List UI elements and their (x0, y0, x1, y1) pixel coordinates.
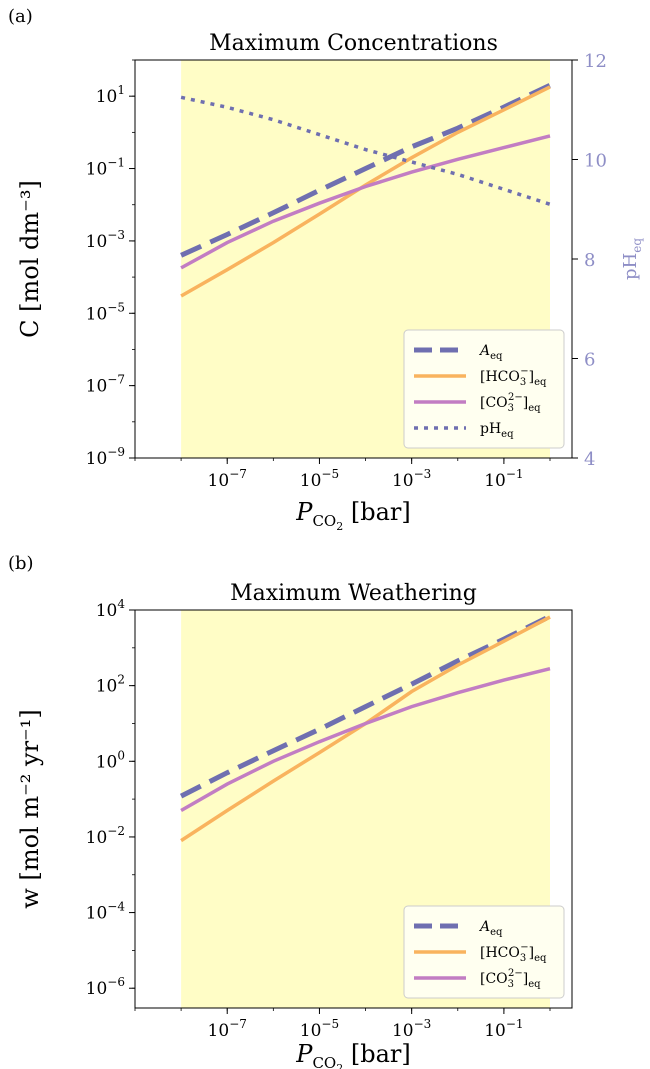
y-tick-label: 10−4 (86, 900, 126, 924)
y-tick-label: 101 (96, 83, 125, 107)
y-tick-label: 10−7 (86, 373, 125, 397)
y-tick-label: 10−5 (86, 300, 125, 324)
series-line-2 (180, 667, 551, 813)
y-right-tick-label: 10 (584, 151, 607, 172)
chart-title: Maximum Weathering (230, 581, 477, 606)
y-tick-label: 10−2 (86, 824, 125, 848)
legend-label: [HCO3−]eq (480, 942, 547, 964)
y-tick-label: 10−3 (86, 228, 125, 252)
y-tick-label: 10−9 (86, 445, 125, 469)
x-tick-label: 10−7 (208, 1017, 247, 1041)
y-axis-label: w [mol m⁻² yr⁻¹] (16, 709, 44, 908)
x-tick-label: 10−3 (392, 467, 431, 491)
x-tick-label: 10−3 (392, 1017, 431, 1041)
y-right-axis-label: pHeq (620, 238, 644, 280)
legend: Aeq [HCO3−]eq [CO32−]eq pHeq (403, 329, 565, 449)
legend-label: pHeq (480, 421, 514, 440)
series-line-0 (180, 83, 552, 258)
x-tick-label: 10−5 (300, 467, 339, 491)
panel-label: (b) (8, 553, 34, 574)
y-right-tick-label: 6 (584, 350, 595, 371)
legend-label: [CO32−]eq (480, 392, 541, 414)
y-tick-label: 10−1 (86, 156, 125, 180)
x-tick-label: 10−5 (300, 1017, 339, 1041)
legend-label: Aeq (478, 343, 503, 362)
legend-label: Aeq (478, 919, 503, 938)
legend-label: [CO32−]eq (480, 968, 541, 990)
legend-box (403, 905, 565, 999)
chart-panel-a: (a) Maximum Concentrations 10−7 10−5 10−3 10−… (8, 6, 644, 533)
y-tick-label: 104 (96, 597, 126, 621)
panel-label: (a) (8, 6, 33, 27)
y-tick-label: 102 (96, 673, 125, 697)
y-right-tick-label: 8 (584, 250, 595, 271)
chart-panel-b: (b) Maximum Weathering 10−7 10−5 10−3 10−1 10−… (8, 553, 573, 1069)
legend: Aeq [HCO3−]eq [CO32−]eq (403, 905, 565, 999)
series-line-2 (180, 134, 551, 270)
series-line-0 (179, 614, 552, 799)
y-tick-label: 10−6 (86, 975, 125, 999)
y-axis-label: C [mol dm⁻³] (16, 180, 44, 338)
x-tick-label: 10−7 (208, 467, 247, 491)
series-line-3 (180, 95, 551, 206)
x-tick-label: 10−1 (484, 467, 523, 491)
x-tick-label: 10−1 (484, 1017, 523, 1041)
legend-label: [HCO3−]eq (480, 366, 547, 388)
y-right-tick-label: 12 (584, 51, 607, 72)
chart-title: Maximum Concentrations (209, 31, 498, 56)
x-axis-label: PCO2 [bar] (295, 1040, 410, 1069)
legend-box (403, 329, 565, 449)
x-axis-label: PCO2 [bar] (295, 498, 410, 533)
y-right-tick-label: 4 (584, 449, 595, 470)
plot-frame (134, 609, 573, 1009)
y-tick-label: 100 (96, 748, 125, 772)
